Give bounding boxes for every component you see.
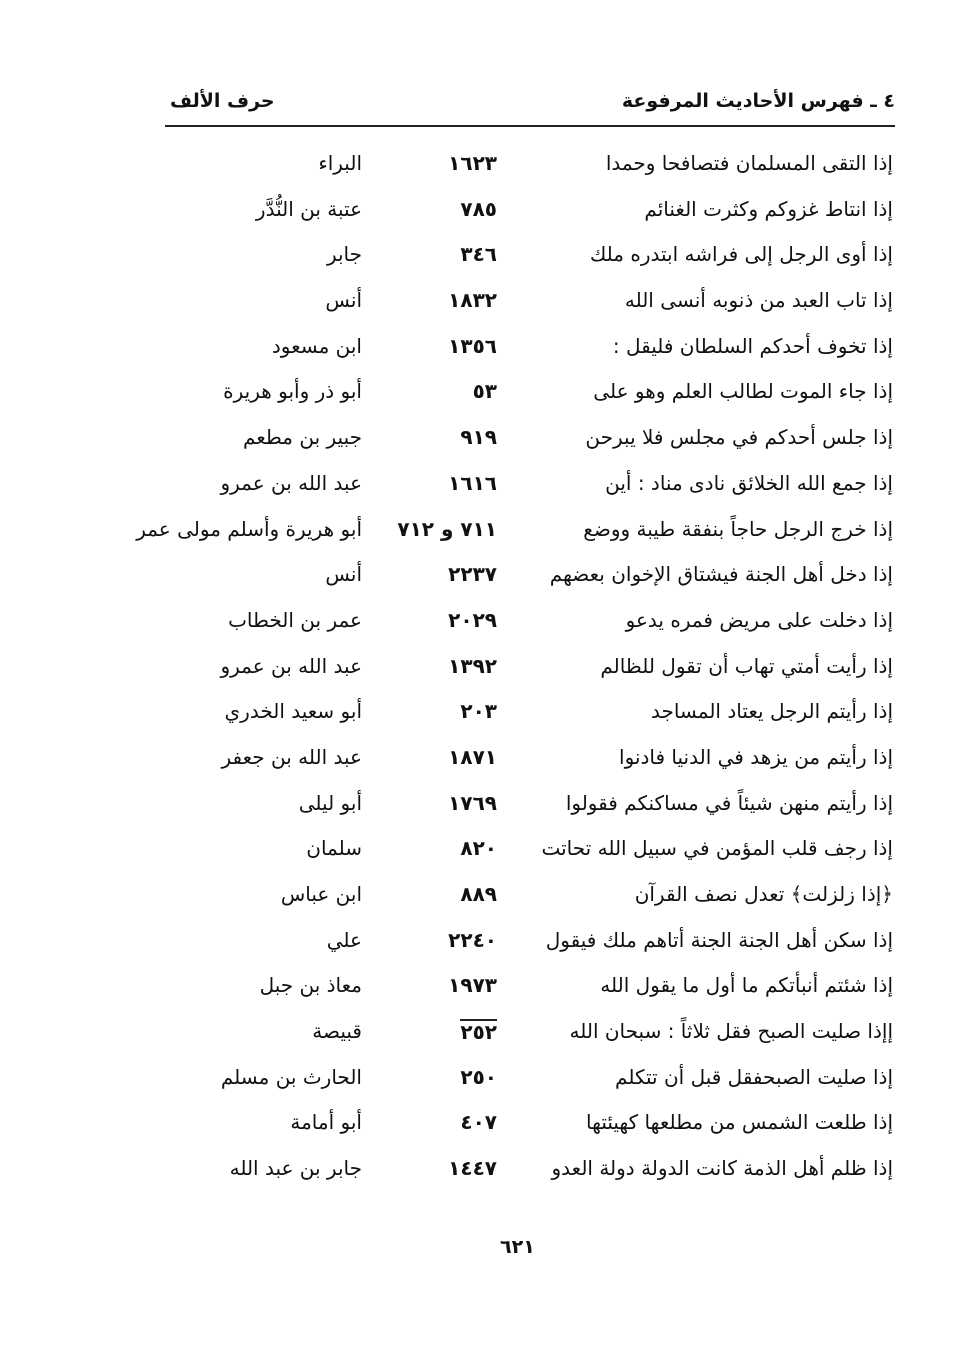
table-row: إذا رأيتم منهن شيئاً في مساكنكم فقولوا ١٧… — [0, 785, 957, 831]
hadith-text: إذا رأيتم من يزهد في الدنيا فادنوا — [619, 744, 893, 769]
hadith-index-table: إذا التقى المسلمان فتصافحا وحمدا ١٦٢٣ البر… — [0, 145, 957, 1196]
hadith-text: إذا رأيتم الرجل يعتاد المساجد — [650, 699, 893, 724]
hadith-text: إذا التقى المسلمان فتصافحا وحمدا — [605, 151, 893, 175]
table-row: إذا سكن أهل الجنة الجنة أتاهم ملك فيقول ٢… — [0, 922, 957, 968]
hadith-number: ٩١٩ — [460, 425, 497, 450]
table-row: إذا رجف قلب المؤمن في سبيل الله تحاتت ٨٢٠… — [0, 830, 957, 876]
table-row: إذا جمع الله الخلائق نادى مناد : أين ١٦١٦… — [0, 465, 957, 511]
narrator-name: ابن عباس — [280, 882, 362, 906]
hadith-number: ٧٨٥ — [460, 196, 497, 221]
table-row: إذا التقى المسلمان فتصافحا وحمدا ١٦٢٣ البر… — [0, 145, 957, 191]
narrator-name: عمر بن الخطاب — [228, 607, 362, 632]
hadith-number: ٨٢٠ — [460, 836, 497, 861]
hadith-text: إذا خرج الرجل حاجاً بنفقة طيبة ووضع — [583, 516, 893, 541]
table-row: إذا دخلت على مريض فمره يدعو ٢٠٢٩ عمر بن ال… — [0, 602, 957, 648]
table-row: إذا انتاط غزوكم وكثرت الغنائم ٧٨٥ عتبة بن … — [0, 191, 957, 237]
hadith-text: إذا دخلت على مريض فمره يدعو — [625, 607, 893, 632]
hadith-number: ٢٠٣ — [460, 699, 497, 724]
narrator-name: الحارث بن مسلم — [220, 1064, 362, 1089]
hadith-text: إذا تخوف أحدكم السلطان فليقل : — [612, 333, 893, 358]
table-row: إذا جاء الموت لطالب العلم وهو على ٥٣ أبو ذ… — [0, 373, 957, 419]
narrator-name: سلمان — [306, 836, 362, 861]
hadith-text: إذا جلس أحدكم في مجلس فلا يبرحن — [585, 425, 893, 450]
narrator-name: جبير بن مطعم — [242, 425, 362, 450]
hadith-text: إذا صليت الصبحفقل قبل أن تتكلم — [615, 1064, 893, 1089]
narrator-name: أنس — [325, 288, 362, 313]
hadith-text: إذا سكن أهل الجنة الجنة أتاهم ملك فيقول — [545, 927, 893, 952]
hadith-number: ٢٢٣٧ — [448, 562, 497, 587]
table-row: إذا تاب العبد من ذنوبه أنسى الله ١٨٣٢ أنس — [0, 282, 957, 328]
hadith-text: إذا رأيت أمتي تهاب أن تقول للظالم — [600, 653, 893, 678]
hadith-text: إذا طلعت الشمس من مطلعها كهيئتها — [586, 1110, 893, 1135]
hadith-number: ١٩٧٣ — [448, 973, 497, 998]
narrator-name: أبو ليلى — [298, 790, 362, 815]
hadith-number: ٢٢٤٠ — [448, 927, 497, 952]
hadith-text: إذا رجف قلب المؤمن في سبيل الله تحاتت — [541, 836, 893, 861]
hadith-number: ١٦٢٣ — [448, 151, 497, 175]
section-title: ٤ ـ فهرس الأحاديث المرفوعة — [621, 90, 895, 112]
narrator-name: معاذ بن جبل — [259, 973, 362, 998]
narrator-name: عبد الله بن جعفر — [221, 744, 363, 769]
table-row: إذا دخل أهل الجنة فيشتاق الإخوان بعضهم ٢٢… — [0, 556, 957, 602]
narrator-name: أبو أمامة — [290, 1110, 362, 1135]
table-row: إذا خرج الرجل حاجاً بنفقة طيبة ووضع ٧١١ و… — [0, 511, 957, 557]
narrator-name: جابر بن عبد الله — [229, 1156, 362, 1181]
header-rule — [165, 125, 895, 127]
table-row: إذا رأيت أمتي تهاب أن تقول للظالم ١٣٩٢ عبد… — [0, 648, 957, 694]
table-row: إذا تخوف أحدكم السلطان فليقل : ١٣٥٦ ابن مس… — [0, 328, 957, 374]
hadith-text: إذا جاء الموت لطالب العلم وهو على — [593, 379, 893, 404]
table-row: إذا ظلم أهل الذمة كانت الدولة دولة العدو… — [0, 1150, 957, 1196]
letter-title: حرف الألف — [170, 90, 275, 112]
narrator-name: أبو سعيد الخدري — [224, 699, 362, 724]
hadith-number: ١٦١٦ — [448, 470, 497, 495]
narrator-name: البراء — [318, 151, 362, 175]
table-row: إذا صليت الصبحفقل قبل أن تتكلم ٢٥٠ الحارث … — [0, 1059, 957, 1105]
narrator-name: عتبة بن النُّدَّر — [255, 196, 362, 221]
page-number: ٦٢١ — [500, 1236, 535, 1258]
hadith-number: ١٧٦٩ — [448, 790, 497, 815]
table-row: إذا رأيتم الرجل يعتاد المساجد ٢٠٣ أبو سعيد… — [0, 693, 957, 739]
narrator-name: عبد الله بن عمرو — [220, 470, 362, 495]
table-row: إذا شئتم أنبأتكم ما أول ما يقول الله ١٩٧٣… — [0, 967, 957, 1013]
hadith-text: إذا انتاط غزوكم وكثرت الغنائم — [644, 196, 893, 221]
hadith-number: ١٣٥٦ — [448, 333, 497, 358]
table-row: إذا رأيتم من يزهد في الدنيا فادنوا ١٨٧١ عب… — [0, 739, 957, 785]
hadith-text: ﴿إذا زلزلت﴾ تعدل نصف القرآن — [634, 882, 893, 906]
hadith-number: ٢٥٠ — [460, 1064, 497, 1089]
hadith-text: إذا أوى الرجل إلى فراشه ابتدره ملك — [589, 242, 893, 267]
hadith-number: ٢٥٢ — [460, 1019, 497, 1045]
hadith-text: إذا ظلم أهل الذمة كانت الدولة دولة العدو — [551, 1156, 893, 1181]
narrator-name: قبيصة — [312, 1019, 362, 1044]
hadith-number: ٤٠٧ — [460, 1110, 497, 1135]
table-row: إذا أوى الرجل إلى فراشه ابتدره ملك ٣٤٦ جاب… — [0, 236, 957, 282]
narrator-name: أبو ذر وأبو هريرة — [223, 379, 362, 404]
narrator-name: جابر — [326, 242, 362, 267]
hadith-text: إذا دخل أهل الجنة فيشتاق الإخوان بعضهم — [549, 562, 893, 587]
hadith-number: ٥٣ — [472, 379, 497, 404]
table-row: إذا جلس أحدكم في مجلس فلا يبرحن ٩١٩ جبير ب… — [0, 419, 957, 465]
hadith-text: إذا تاب العبد من ذنوبه أنسى الله — [624, 288, 893, 313]
hadith-number: ٢٠٢٩ — [448, 607, 497, 632]
hadith-text: إذا جمع الله الخلائق نادى مناد : أين — [605, 470, 893, 495]
hadith-number: ١٨٧١ — [448, 744, 497, 769]
narrator-name: عبد الله بن عمرو — [220, 653, 362, 678]
hadith-number: ٣٤٦ — [460, 242, 497, 267]
hadith-number: ٧١١ و ٧١٢ — [397, 516, 497, 541]
hadith-number: ١٤٤٧ — [448, 1156, 497, 1181]
hadith-text: إذا شئتم أنبأتكم ما أول ما يقول الله — [600, 973, 893, 998]
hadith-number: ٨٨٩ — [460, 882, 497, 906]
narrator-name: ابن مسعود — [271, 333, 362, 358]
narrator-name: أبو هريرة وأسلم مولى عمر — [136, 516, 362, 541]
narrator-name: علي — [326, 927, 362, 952]
table-row: إإذا صليت الصبح فقل ثلاثاً : سبحان الله ٢… — [0, 1013, 957, 1059]
hadith-number: ١٣٩٢ — [448, 653, 497, 678]
hadith-text: إإذا صليت الصبح فقل ثلاثاً : سبحان الله — [569, 1019, 894, 1044]
hadith-number: ١٨٣٢ — [448, 288, 497, 313]
narrator-name: أنس — [325, 562, 362, 587]
table-row: إذا طلعت الشمس من مطلعها كهيئتها ٤٠٧ أبو أ… — [0, 1104, 957, 1150]
hadith-text: إذا رأيتم منهن شيئاً في مساكنكم فقولوا — [565, 790, 893, 815]
table-row: ﴿إذا زلزلت﴾ تعدل نصف القرآن ٨٨٩ ابن عباس — [0, 876, 957, 922]
